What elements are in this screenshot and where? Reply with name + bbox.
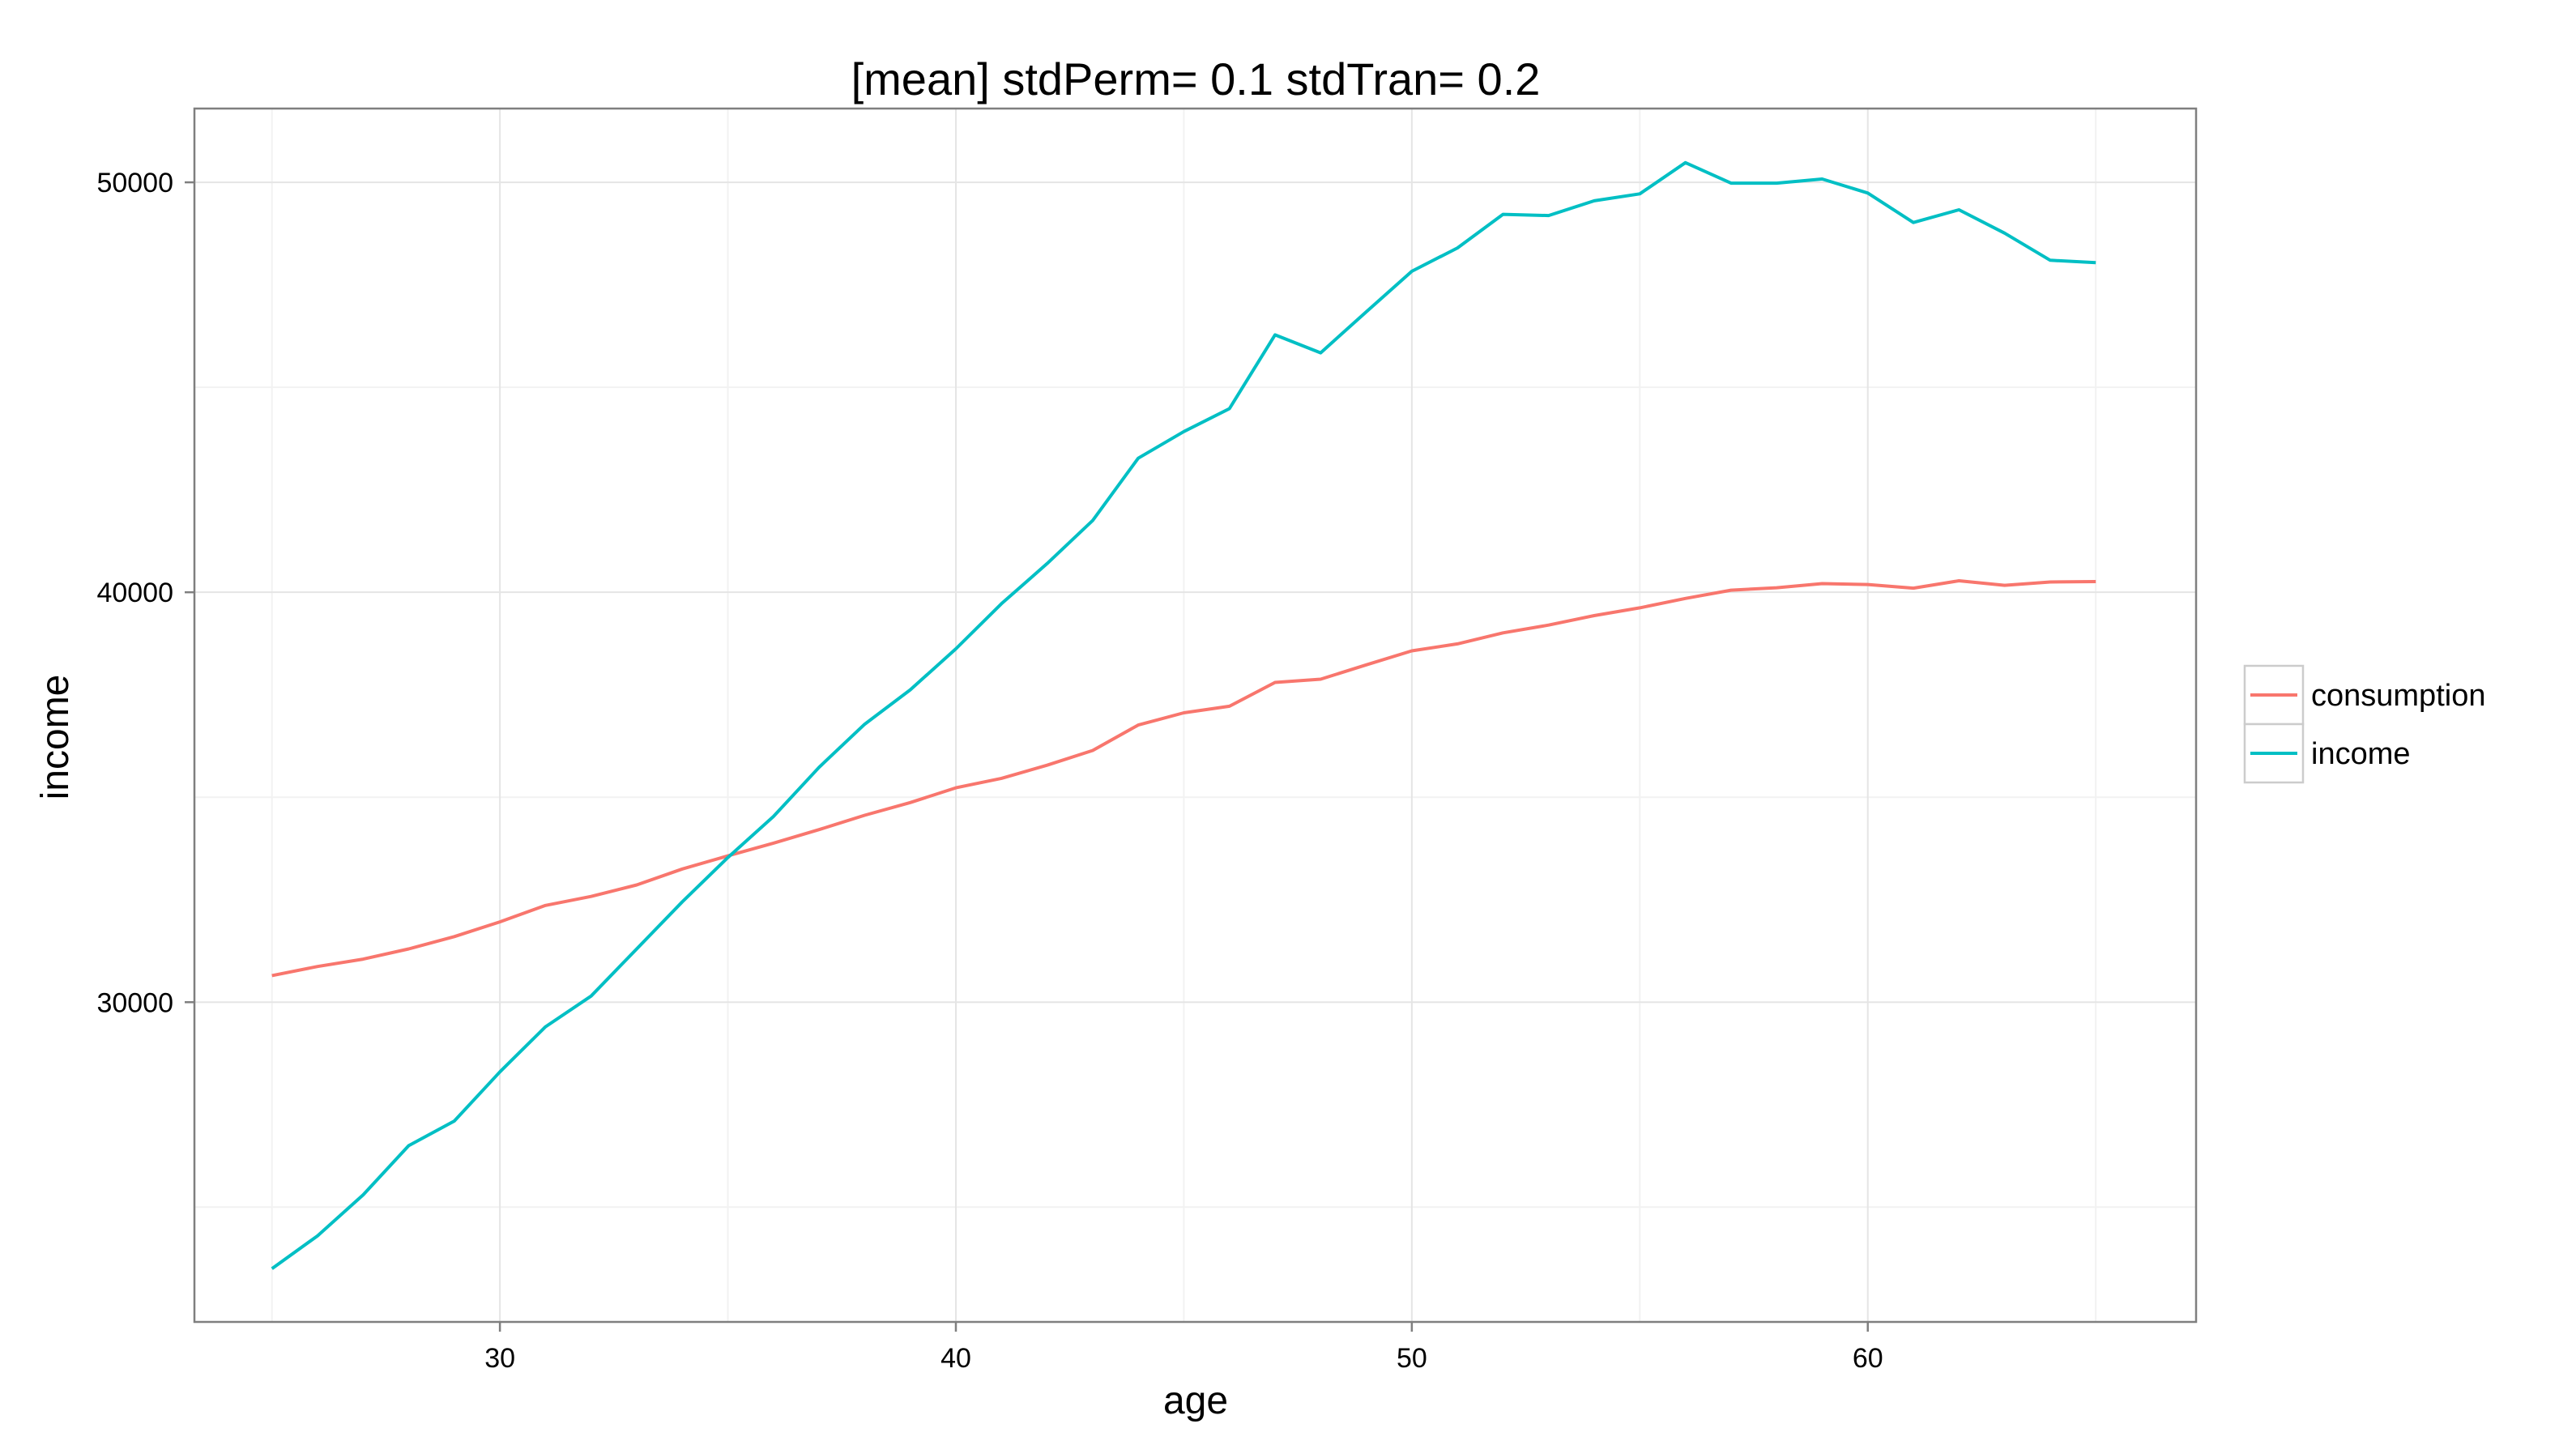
- y-tick-label: 50000: [96, 168, 173, 198]
- series-line-consumption: [271, 579, 2096, 978]
- legend-label: income: [2311, 737, 2411, 771]
- series-lines: [271, 160, 2096, 1270]
- legend: consumption income: [2243, 664, 2485, 784]
- x-tick-label: 30: [484, 1343, 515, 1374]
- x-axis: 30 40 50 60: [484, 1322, 1883, 1374]
- legend-label: consumption: [2311, 679, 2485, 713]
- legend-item-income: income: [2243, 723, 2411, 784]
- chart-title: [mean] stdPerm= 0.1 stdTran= 0.2: [851, 53, 1541, 104]
- grid: [194, 109, 2196, 1322]
- y-axis-title: income: [34, 675, 77, 800]
- x-axis-title: age: [1163, 1379, 1228, 1422]
- series-line-income: [271, 160, 2096, 1270]
- x-tick-label: 60: [1853, 1343, 1883, 1374]
- plot-panel-border: [193, 107, 2198, 1324]
- y-axis: 30000 40000 50000: [96, 168, 194, 1018]
- x-tick-label: 40: [940, 1343, 971, 1374]
- y-tick-label: 40000: [96, 578, 173, 608]
- y-tick-label: 30000: [96, 987, 173, 1018]
- x-tick-label: 50: [1397, 1343, 1427, 1374]
